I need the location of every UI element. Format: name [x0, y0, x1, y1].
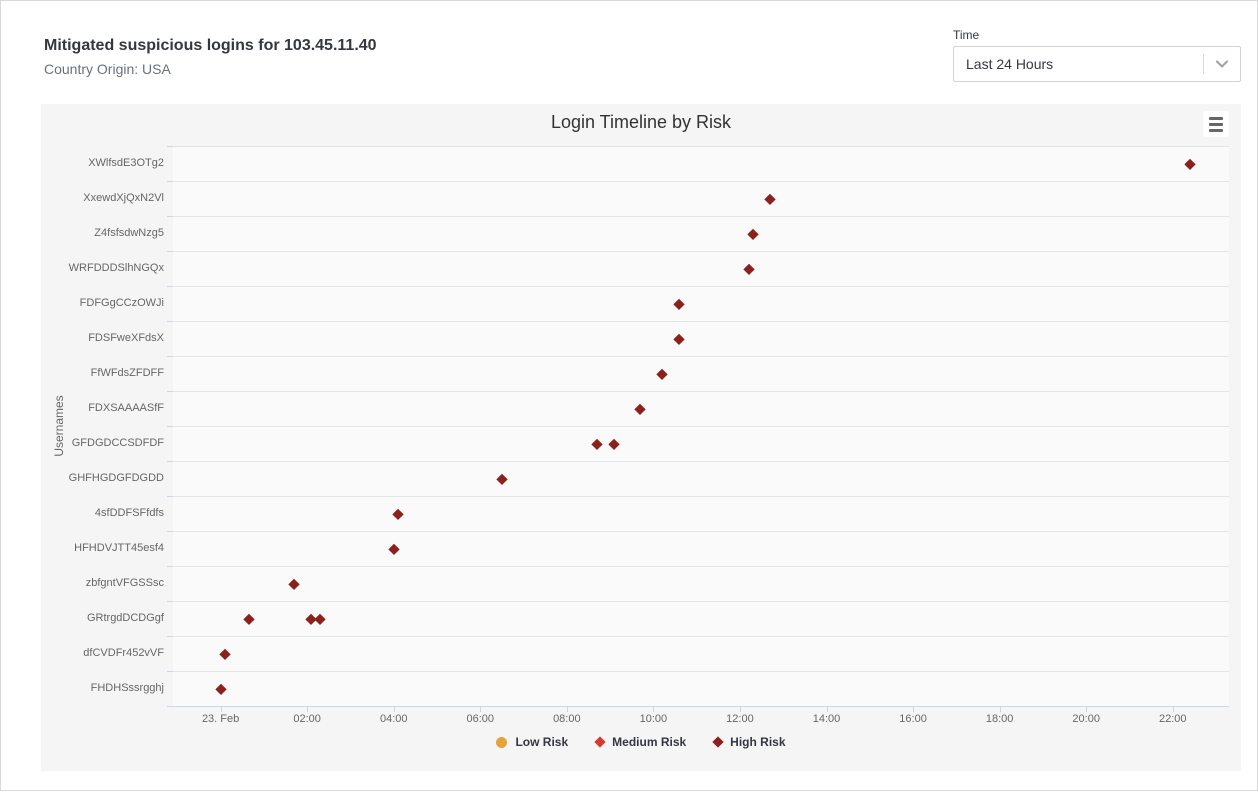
- gridline: [173, 566, 1229, 567]
- y-axis-tick: [167, 496, 173, 497]
- gridline: [173, 531, 1229, 532]
- gridline: [173, 601, 1229, 602]
- gridline: [173, 636, 1229, 637]
- legend-diamond-icon: [594, 736, 606, 748]
- x-axis-label: 14:00: [812, 713, 841, 725]
- chart-panel: Login Timeline by Risk Usernames XWlfsdE…: [41, 104, 1241, 771]
- y-axis-tick: [167, 566, 173, 567]
- x-axis-label: 23. Feb: [201, 713, 240, 725]
- y-axis-tick: [167, 671, 173, 672]
- x-axis-label: 12:00: [726, 713, 754, 725]
- legend-label: Low Risk: [515, 735, 569, 749]
- gridline: [173, 426, 1229, 427]
- hamburger-menu-icon[interactable]: [1203, 111, 1229, 137]
- gridline: [173, 216, 1229, 217]
- gridline: [173, 181, 1229, 182]
- y-axis-label: FDSFweXFdsX: [88, 332, 164, 344]
- x-axis-label: 04:00: [379, 713, 408, 725]
- y-axis-label: XxewdXjQxN2Vl: [83, 192, 164, 204]
- chevron-down-icon: [1204, 60, 1240, 68]
- gridline: [173, 671, 1229, 672]
- x-axis-label: 10:00: [639, 713, 668, 725]
- select-divider: [1203, 54, 1204, 74]
- x-axis-label: 08:00: [553, 713, 581, 725]
- y-axis-label: WRFDDDSlhNGQx: [68, 262, 164, 274]
- gridline: [173, 321, 1229, 322]
- chart-title: Login Timeline by Risk: [550, 112, 732, 132]
- x-axis-label: 16:00: [899, 713, 927, 725]
- x-axis-tick: [566, 706, 568, 712]
- y-axis-label: XWlfsdE3OTg2: [88, 157, 164, 169]
- gridline: [173, 286, 1229, 287]
- gridline: [173, 496, 1229, 497]
- hamburger-bar: [1209, 116, 1223, 120]
- gridline: [173, 391, 1229, 392]
- x-axis-label: 22:00: [1158, 713, 1187, 725]
- page-title: Mitigated suspicious logins for 103.45.1…: [44, 37, 377, 54]
- y-axis-tick: [167, 181, 173, 182]
- y-axis-label: GHFHGDGFDGDD: [68, 472, 164, 484]
- y-axis-label: Z4fsfsdwNzg5: [94, 227, 164, 239]
- y-axis-label: GRtrgdDCDGgf: [86, 612, 164, 624]
- y-axis-label: FfWFdsZFDFF: [90, 367, 164, 379]
- x-axis-tick: [220, 706, 222, 712]
- y-axis-tick: [167, 321, 173, 322]
- x-axis-label: 02:00: [293, 713, 321, 725]
- y-axis-tick: [167, 391, 173, 392]
- y-axis-label: FDXSAAAASfF: [88, 402, 164, 414]
- time-range-select[interactable]: Last 24 Hours: [953, 46, 1241, 82]
- chart-legend: Low Risk Medium Risk High Risk: [41, 735, 1241, 749]
- y-axis-tick: [167, 636, 173, 637]
- y-axis-tick: [167, 706, 173, 707]
- time-select-label: Time: [953, 28, 980, 42]
- time-range-value: Last 24 Hours: [966, 56, 1054, 72]
- x-axis-tick: [999, 706, 1001, 712]
- y-axis-tick: [167, 601, 173, 602]
- x-axis-label: 18:00: [985, 713, 1014, 725]
- x-axis-tick: [393, 706, 395, 712]
- x-axis-tick: [1172, 706, 1174, 712]
- gridline: [173, 146, 1229, 147]
- y-axis-tick: [167, 286, 173, 287]
- y-axis-tick: [167, 426, 173, 427]
- gridline: [173, 461, 1229, 462]
- y-axis-label: HFHDVJTT45esf4: [74, 542, 164, 554]
- legend-item-medium-risk[interactable]: Medium Risk: [594, 735, 687, 749]
- y-axis-label: FDFGgCCzOWJi: [79, 297, 164, 309]
- y-axis-label: dfCVDFr452vVF: [83, 647, 164, 659]
- x-axis-tick: [480, 706, 482, 712]
- x-axis-tick: [826, 706, 828, 712]
- legend-item-low-risk[interactable]: Low Risk: [496, 735, 568, 749]
- legend-diamond-icon: [712, 736, 724, 748]
- page-subtitle: Country Origin: USA: [44, 61, 171, 77]
- y-axis-label: 4sfDDFSFfdfs: [94, 507, 164, 519]
- y-axis-label: GFDGDCCSDFDF: [71, 437, 164, 449]
- y-axis-tick: [167, 461, 173, 462]
- x-axis-tick: [913, 706, 915, 712]
- y-axis-tick: [167, 251, 173, 252]
- y-axis-tick: [167, 531, 173, 532]
- legend-label: Medium Risk: [612, 735, 687, 749]
- x-axis-tick: [653, 706, 655, 712]
- x-axis-tick: [739, 706, 741, 712]
- x-axis-label: 20:00: [1072, 713, 1100, 725]
- x-axis-line: [173, 706, 1229, 707]
- y-axis-tick: [167, 216, 173, 217]
- y-axis-label: FHDHSssrgghj: [90, 682, 164, 694]
- legend-circle-icon: [496, 736, 508, 748]
- hamburger-bar: [1209, 128, 1223, 132]
- x-axis-tick: [1086, 706, 1088, 712]
- hamburger-bar: [1209, 122, 1223, 126]
- legend-label: High Risk: [730, 735, 786, 749]
- legend-item-high-risk[interactable]: High Risk: [712, 735, 786, 749]
- gridline: [173, 251, 1229, 252]
- gridline: [173, 356, 1229, 357]
- y-axis-tick: [167, 356, 173, 357]
- y-axis-label: zbfgntVFGSSsc: [85, 577, 164, 589]
- x-axis-label: 06:00: [466, 713, 495, 725]
- x-axis-tick: [307, 706, 309, 712]
- y-axis-tick: [167, 146, 173, 147]
